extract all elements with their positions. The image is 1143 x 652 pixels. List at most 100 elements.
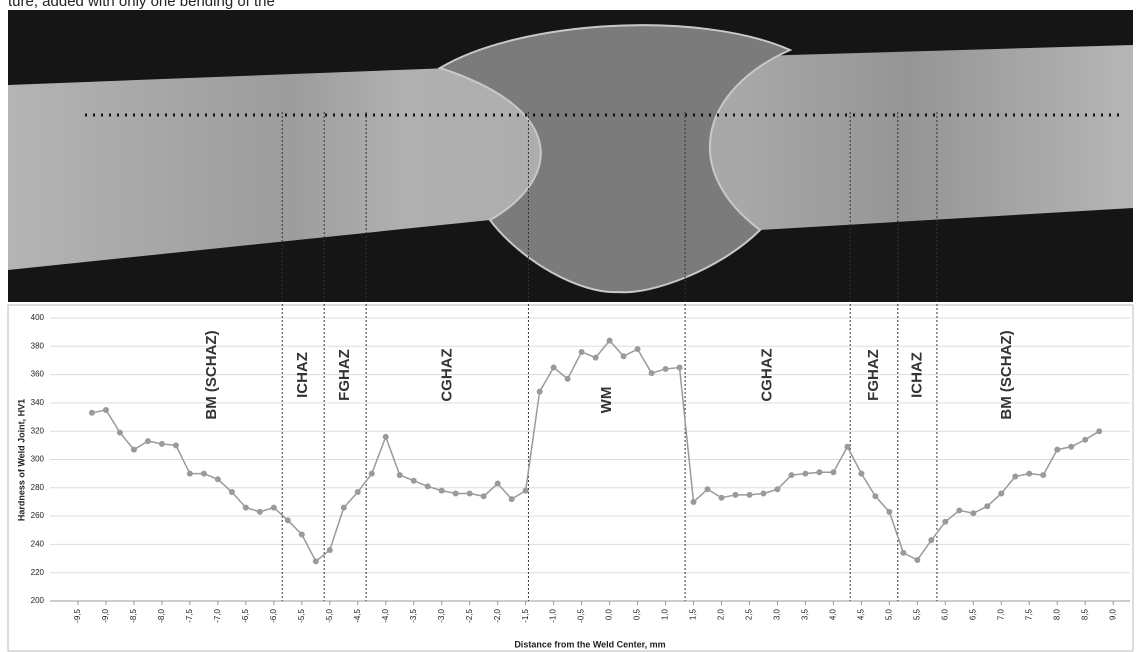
point (214, 476, 221, 483)
x-tick-label: 8,0 (1052, 608, 1061, 620)
point (466, 490, 473, 497)
point (760, 490, 767, 497)
point (830, 469, 837, 476)
x-tick-label: -2,5 (465, 608, 474, 622)
point (144, 438, 151, 445)
point (606, 337, 613, 344)
x-tick-label: -8,5 (129, 608, 138, 622)
y-tick-label: 320 (31, 426, 45, 435)
point (200, 470, 207, 477)
zone-label: WM (598, 387, 615, 414)
y-tick-label: 280 (31, 483, 45, 492)
x-tick-label: 3,5 (801, 608, 810, 620)
x-tick-label: -6,0 (269, 608, 278, 622)
point (270, 504, 277, 511)
point (1068, 443, 1075, 450)
y-tick-label: 200 (31, 596, 45, 605)
y-tick-label: 400 (31, 313, 45, 322)
zone-label: FGHAZ (336, 349, 353, 401)
y-tick-label: 360 (31, 370, 45, 379)
x-tick-label: -7,5 (185, 608, 194, 622)
point (1054, 446, 1061, 453)
point (368, 470, 375, 477)
point (816, 469, 823, 476)
point (382, 433, 389, 440)
x-tick-label: -0,5 (577, 608, 586, 622)
x-tick-label: 7,0 (996, 608, 1005, 620)
point (88, 409, 95, 416)
x-tick-label: -2,0 (493, 608, 502, 622)
y-tick-label: 240 (31, 540, 45, 549)
point (228, 489, 235, 496)
point (690, 498, 697, 505)
point (956, 507, 963, 514)
x-tick-label: 4,5 (857, 608, 866, 620)
point (564, 375, 571, 382)
point (480, 493, 487, 500)
point (592, 354, 599, 361)
x-tick-label: 0,5 (633, 608, 642, 620)
point (648, 370, 655, 377)
point (550, 364, 557, 371)
x-tick-label: -5,0 (325, 608, 334, 622)
x-tick-label: 6,5 (968, 608, 977, 620)
chart-frame (7, 304, 1134, 652)
y-tick-label: 300 (31, 455, 45, 464)
point (578, 348, 585, 355)
x-tick-label: -7,0 (213, 608, 222, 622)
y-tick-label: 380 (31, 341, 45, 350)
x-tick-label: 6,0 (940, 608, 949, 620)
point (872, 493, 879, 500)
point (886, 508, 893, 515)
point (298, 531, 305, 538)
point (522, 487, 529, 494)
x-tick-label: 8,5 (1080, 608, 1089, 620)
point (914, 556, 921, 563)
x-tick-label: 2,5 (745, 608, 754, 620)
point (172, 442, 179, 449)
zone-label: ICHAZ (294, 352, 311, 398)
x-tick-label: 5,5 (912, 608, 921, 620)
point (102, 406, 109, 413)
point (620, 353, 627, 360)
x-tick-label: 7,5 (1024, 608, 1033, 620)
x-tick-label: -3,0 (437, 608, 446, 622)
point (858, 470, 865, 477)
x-tick-label: 4,0 (829, 608, 838, 620)
x-tick-label: 9,0 (1108, 608, 1117, 620)
point (536, 388, 543, 395)
point (732, 491, 739, 498)
point (1082, 436, 1089, 443)
zone-label: ICHAZ (908, 352, 925, 398)
x-tick-label: -1,0 (549, 608, 558, 622)
point (340, 504, 347, 511)
x-tick-label: 0,0 (605, 608, 614, 620)
point (158, 440, 165, 447)
x-tick-label: -4,5 (353, 608, 362, 622)
point (704, 486, 711, 493)
x-tick-label: -8,0 (157, 608, 166, 622)
point (774, 486, 781, 493)
point (186, 470, 193, 477)
point (1012, 473, 1019, 480)
x-tick-label: 5,0 (884, 608, 893, 620)
point (746, 491, 753, 498)
x-axis-title: Distance from the Weld Center, mm (514, 639, 665, 649)
point (130, 446, 137, 453)
x-tick-label: -9,5 (73, 608, 82, 622)
point (900, 549, 907, 556)
point (662, 365, 669, 372)
y-tick-label: 220 (31, 568, 45, 577)
point (452, 490, 459, 497)
point (802, 470, 809, 477)
micrograph (8, 10, 1133, 302)
y-tick-label: 260 (31, 511, 45, 520)
x-tick-label: 1,0 (661, 608, 670, 620)
zone-label: BM (SCHAZ) (998, 330, 1015, 419)
point (116, 429, 123, 436)
zone-label: CGHAZ (438, 348, 455, 401)
point (312, 558, 319, 565)
point (718, 494, 725, 501)
point (354, 489, 361, 496)
x-tick-label: -9,0 (101, 608, 110, 622)
